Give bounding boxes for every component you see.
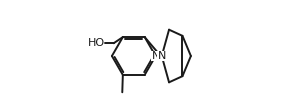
Text: N: N — [158, 51, 166, 61]
Text: HO: HO — [88, 38, 105, 48]
Text: N: N — [152, 51, 160, 61]
